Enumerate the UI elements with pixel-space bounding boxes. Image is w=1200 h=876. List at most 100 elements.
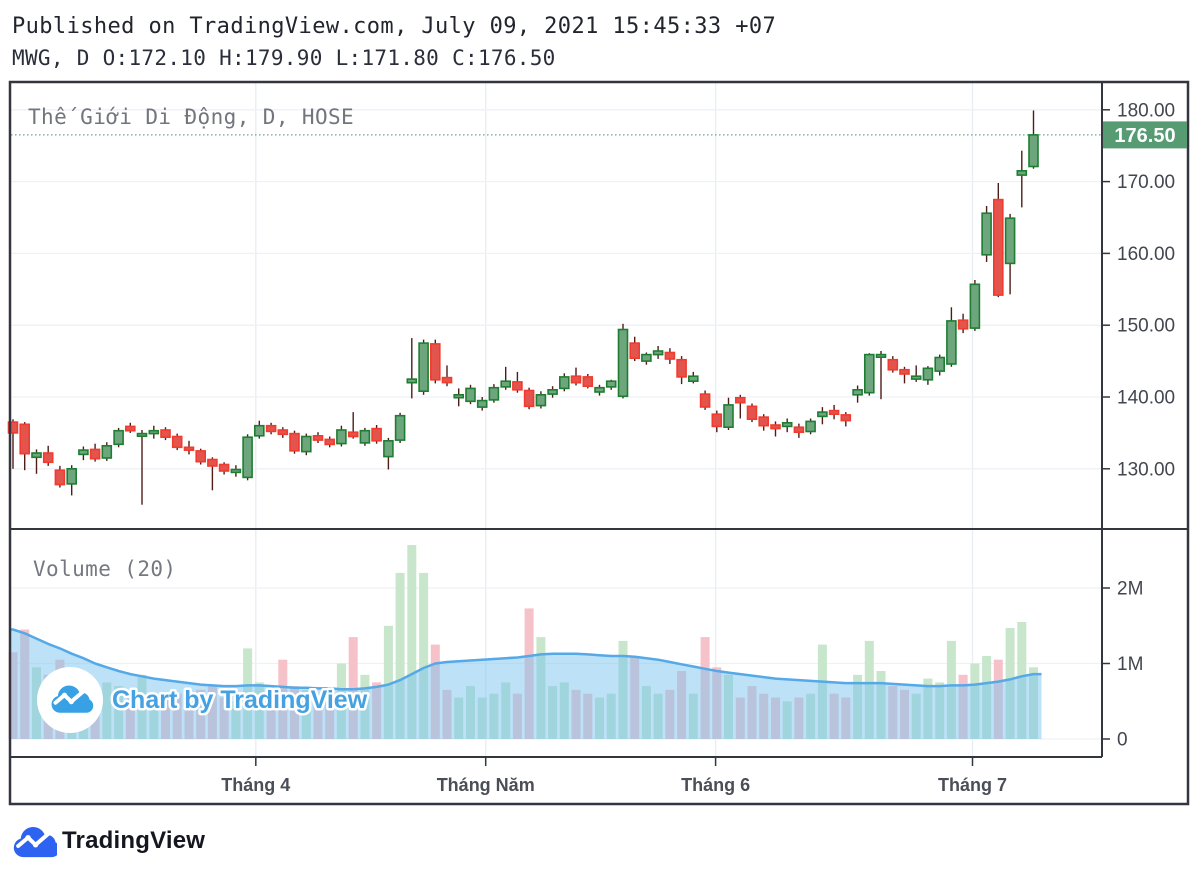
candle-body [418, 342, 429, 393]
volume-axis-label: 2M [1117, 579, 1143, 600]
candle-body [699, 393, 711, 408]
candle-body [136, 432, 148, 438]
candlestick-series [7, 110, 1039, 505]
candle-body [324, 438, 336, 446]
tradingview-cloud-logo-icon [13, 827, 57, 858]
volume-indicator-label: Volume (20) [33, 557, 177, 581]
candle-body [359, 429, 371, 444]
candle-body [300, 435, 312, 453]
candle-body [371, 427, 382, 442]
candle-body [746, 405, 758, 420]
watermark: Chart by TradingView [37, 667, 370, 733]
candle-body [277, 429, 289, 436]
candle-body [934, 356, 946, 372]
candle-body [910, 375, 922, 380]
time-axis-label: Tháng Năm [437, 775, 535, 795]
volume-axis-label: 0 [1117, 730, 1128, 751]
candle-body [641, 353, 652, 362]
published-line: Published on TradingView.com, July 09, 2… [12, 14, 777, 39]
svg-text:176.50: 176.50 [1114, 125, 1175, 147]
candle-body [394, 414, 406, 441]
price-axis-label: 150.00 [1117, 316, 1175, 337]
candle-body [195, 450, 206, 463]
candle-body [687, 375, 699, 383]
candle-body [7, 421, 19, 434]
candle-body [265, 424, 277, 433]
candle-body [629, 342, 641, 360]
candle-body [113, 429, 124, 446]
candle-body [899, 368, 910, 375]
candle-body [160, 429, 171, 438]
candle-body [465, 387, 476, 403]
candle-body [875, 353, 887, 359]
candle-body [652, 350, 664, 356]
volume-bar [419, 572, 429, 739]
candle-body [453, 393, 465, 399]
candle-body [125, 425, 136, 432]
candle-body [981, 212, 992, 256]
candle-body [254, 424, 265, 437]
candle-body [218, 463, 230, 472]
candle-body [863, 353, 875, 394]
volume-bar [395, 572, 405, 739]
candle-body [89, 448, 101, 460]
candle-body [383, 439, 394, 458]
time-axis-label: Tháng 6 [681, 775, 750, 795]
volume-bar [407, 545, 417, 739]
candle-body [840, 414, 852, 422]
candle-body [781, 421, 793, 428]
candle-body [207, 458, 218, 467]
candle-body [605, 380, 617, 388]
price-axis-label: 130.00 [1117, 459, 1175, 480]
price-axis-label: 160.00 [1117, 244, 1175, 265]
candle-body [852, 388, 863, 396]
candle-body [922, 367, 934, 381]
candle-body [441, 376, 453, 384]
candle-body [230, 468, 242, 474]
chart-frame [8, 80, 1190, 806]
candle-body [946, 320, 957, 365]
candle-body [828, 409, 840, 416]
candle-body [805, 420, 816, 433]
price-axis-label: 180.00 [1117, 100, 1175, 121]
candle-body [347, 431, 359, 438]
candle-body [711, 413, 723, 428]
candle-body [957, 319, 969, 330]
tradingview-wordmark: TradingView [62, 827, 206, 854]
candle-body [570, 375, 582, 384]
candle-body [78, 449, 89, 456]
candle-body [242, 436, 253, 479]
candle-body [512, 381, 523, 391]
candle-body [723, 404, 734, 428]
volume-axis-label: 1M [1117, 654, 1143, 675]
candle-body [476, 399, 488, 408]
candle-body [19, 423, 31, 455]
candle-body [148, 429, 160, 435]
candle-body [406, 378, 418, 384]
candle-body [312, 434, 324, 441]
candle-body [734, 396, 746, 404]
candle-body [42, 452, 54, 464]
candle-body [558, 376, 570, 390]
candle-body [500, 380, 512, 388]
candle-body [429, 343, 441, 381]
candle-body [1016, 170, 1028, 176]
candle-body [336, 429, 347, 445]
candle-body [101, 444, 113, 459]
candle-body [758, 416, 770, 427]
candle-body [617, 328, 629, 398]
chart-symbol-title: Thế Giới Di Động, D, HOSE [28, 105, 355, 129]
candle-body [535, 393, 547, 407]
candle-body [664, 351, 676, 360]
candle-body [66, 467, 77, 485]
time-axis-label: Tháng 7 [938, 775, 1007, 795]
candle-body [171, 435, 183, 449]
candle-body [582, 376, 594, 387]
candle-body [547, 388, 558, 395]
volume-ma-area [11, 629, 1042, 739]
watermark-text: Chart by TradingView [112, 686, 368, 714]
candle-body [594, 386, 605, 393]
symbol-ohlc-line: MWG, D O:172.10 H:179.90 L:171.80 C:176.… [12, 46, 556, 70]
candle-body [1028, 134, 1039, 168]
